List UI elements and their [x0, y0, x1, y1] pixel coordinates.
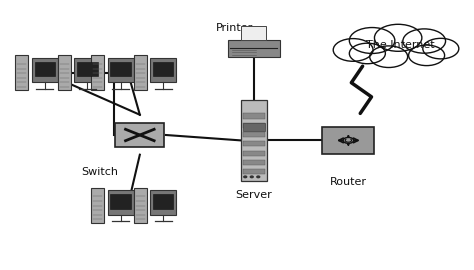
Circle shape: [409, 45, 445, 66]
Circle shape: [349, 43, 385, 64]
FancyBboxPatch shape: [108, 190, 134, 215]
Circle shape: [333, 39, 373, 61]
FancyBboxPatch shape: [243, 141, 264, 146]
FancyBboxPatch shape: [241, 100, 267, 181]
FancyBboxPatch shape: [243, 123, 264, 131]
FancyBboxPatch shape: [32, 58, 58, 82]
FancyBboxPatch shape: [115, 123, 164, 147]
FancyBboxPatch shape: [322, 127, 374, 154]
FancyBboxPatch shape: [15, 55, 28, 90]
Text: The Internet: The Internet: [366, 40, 435, 50]
Text: Router: Router: [330, 177, 367, 187]
FancyBboxPatch shape: [243, 132, 264, 137]
FancyBboxPatch shape: [134, 188, 147, 223]
FancyBboxPatch shape: [243, 160, 264, 165]
FancyBboxPatch shape: [91, 55, 104, 90]
FancyBboxPatch shape: [241, 26, 266, 40]
FancyBboxPatch shape: [110, 62, 131, 76]
FancyBboxPatch shape: [35, 62, 55, 76]
FancyBboxPatch shape: [243, 151, 264, 156]
Circle shape: [403, 29, 446, 53]
Circle shape: [370, 46, 408, 68]
FancyBboxPatch shape: [134, 55, 147, 90]
FancyBboxPatch shape: [243, 113, 264, 119]
FancyBboxPatch shape: [77, 62, 98, 76]
FancyBboxPatch shape: [150, 190, 176, 215]
Text: Switch: Switch: [81, 167, 118, 177]
FancyBboxPatch shape: [153, 194, 173, 208]
FancyBboxPatch shape: [74, 58, 100, 82]
FancyBboxPatch shape: [91, 188, 104, 223]
Circle shape: [250, 176, 253, 178]
Circle shape: [423, 38, 459, 59]
FancyBboxPatch shape: [243, 169, 264, 174]
Circle shape: [374, 24, 422, 51]
Text: Printer: Printer: [216, 23, 253, 33]
FancyBboxPatch shape: [58, 55, 71, 90]
Circle shape: [343, 137, 354, 143]
FancyBboxPatch shape: [228, 40, 280, 58]
FancyBboxPatch shape: [243, 123, 264, 128]
FancyBboxPatch shape: [110, 194, 131, 208]
FancyBboxPatch shape: [108, 58, 134, 82]
Text: Server: Server: [235, 190, 272, 200]
Circle shape: [244, 176, 246, 178]
Circle shape: [257, 176, 260, 178]
Circle shape: [349, 28, 395, 53]
FancyBboxPatch shape: [153, 62, 173, 76]
FancyBboxPatch shape: [150, 58, 176, 82]
